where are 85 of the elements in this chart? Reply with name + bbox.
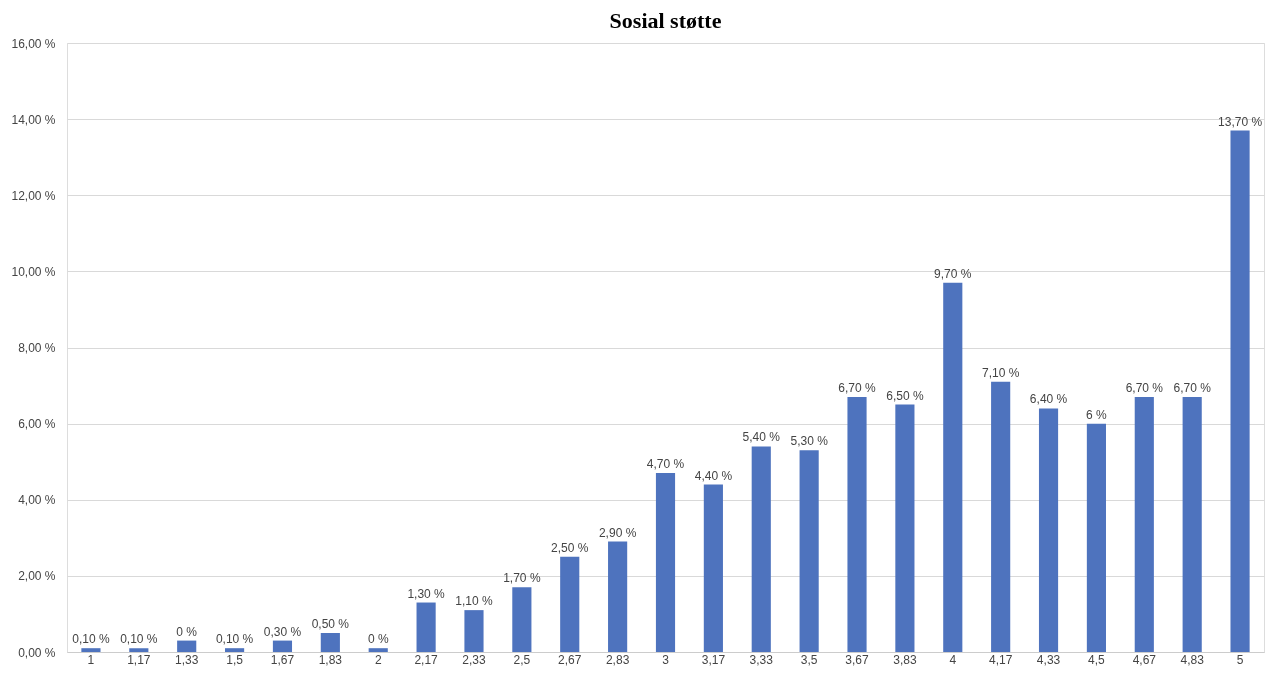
x-tick-label: 2: [374, 652, 382, 667]
bar: [847, 396, 867, 652]
bar: [1038, 408, 1059, 652]
bar: [799, 450, 819, 652]
bar: [129, 648, 149, 652]
y-tick-label: 4,00 %: [18, 493, 56, 508]
x-tick-label: 2,5: [513, 652, 531, 667]
data-label: 4,40 %: [694, 468, 733, 483]
bar: [1182, 396, 1202, 652]
bar: [943, 282, 963, 652]
bar: [272, 640, 293, 652]
data-label: 0,10 %: [120, 632, 158, 647]
data-label: 9,70 %: [934, 266, 972, 281]
data-label: 1,30 %: [407, 586, 446, 601]
x-tick-label: 4,17: [988, 652, 1013, 667]
bar: [368, 648, 388, 652]
bar: [512, 587, 532, 652]
bar: [1134, 396, 1154, 652]
x-tick-label: 4,33: [1036, 652, 1061, 667]
data-label: 0 %: [367, 632, 389, 647]
data-label: 1,70 %: [503, 571, 541, 586]
bar: [1086, 423, 1106, 652]
x-tick-label: 1,17: [127, 652, 151, 667]
data-label: 0,30 %: [263, 624, 302, 639]
x-tick-label: 2,67: [558, 652, 582, 667]
data-label: 0,10 %: [72, 632, 110, 647]
y-tick-label: 14,00 %: [11, 112, 56, 127]
y-tick-label: 12,00 %: [11, 188, 56, 203]
x-tick-label: 4,5: [1088, 652, 1106, 667]
x-tick-label: 1,67: [270, 652, 295, 667]
bar: [655, 473, 676, 652]
bar: [1230, 130, 1250, 652]
x-tick-label: 3,17: [701, 652, 726, 667]
bar: [416, 602, 436, 652]
x-tick-label: 4,67: [1132, 652, 1157, 667]
x-tick-label: 2,17: [414, 652, 439, 667]
bar: [560, 556, 580, 652]
x-tick-label: 3,67: [845, 652, 870, 667]
x-tick-label: 3,83: [893, 652, 917, 667]
bar: [991, 381, 1011, 652]
data-label: 6,70 %: [1173, 380, 1212, 395]
data-label: 7,10 %: [981, 365, 1020, 380]
bar: [177, 640, 197, 652]
y-tick-label: 0,00 %: [18, 645, 56, 660]
x-tick-label: 3: [662, 652, 670, 667]
data-label: 13,70 %: [1218, 114, 1263, 129]
y-tick-label: 10,00 %: [11, 264, 56, 279]
data-label: 2,90 %: [598, 525, 637, 540]
x-tick-label: 1,83: [318, 652, 343, 667]
bar: [895, 404, 915, 652]
y-tick-label: 8,00 %: [18, 341, 56, 355]
data-label: 4,70 %: [646, 457, 685, 472]
x-tick-label: 3,5: [800, 652, 818, 667]
x-tick-label: 2,33: [462, 652, 486, 667]
data-label: 0,50 %: [311, 616, 350, 631]
y-tick-label: 16,00 %: [11, 36, 56, 51]
bar: [320, 632, 340, 652]
x-tick-label: 5: [1236, 652, 1244, 667]
data-label: 0 %: [176, 624, 198, 639]
data-label: 6,50 %: [886, 388, 924, 403]
data-label: 6 %: [1086, 407, 1108, 422]
data-label: 1,10 %: [455, 594, 493, 609]
x-tick-label: 4: [949, 652, 957, 667]
y-tick-label: 6,00 %: [18, 417, 56, 432]
bar: [81, 648, 101, 652]
bar: [225, 648, 245, 652]
x-tick-label: 2,83: [605, 652, 630, 667]
bar: [703, 484, 723, 652]
x-tick-label: 1: [87, 652, 95, 667]
data-label: 5,40 %: [742, 430, 781, 445]
data-label: 2,50 %: [551, 540, 589, 555]
bar: [608, 541, 628, 652]
x-tick-label: 3,33: [749, 652, 774, 667]
data-label: 6,40 %: [1029, 392, 1068, 407]
y-tick-label: 2,00 %: [18, 569, 56, 584]
bar: [751, 446, 771, 652]
chart-title: Sosial støtte: [609, 8, 722, 33]
data-label: 5,30 %: [790, 434, 829, 449]
data-label: 0,10 %: [215, 632, 254, 647]
x-tick-label: 1,33: [175, 652, 199, 667]
data-label: 6,70 %: [838, 380, 877, 395]
data-label: 6,70 %: [1125, 380, 1164, 395]
bar: [464, 610, 484, 652]
x-tick-label: 4,83: [1180, 652, 1205, 667]
x-tick-label: 1,5: [226, 652, 244, 667]
